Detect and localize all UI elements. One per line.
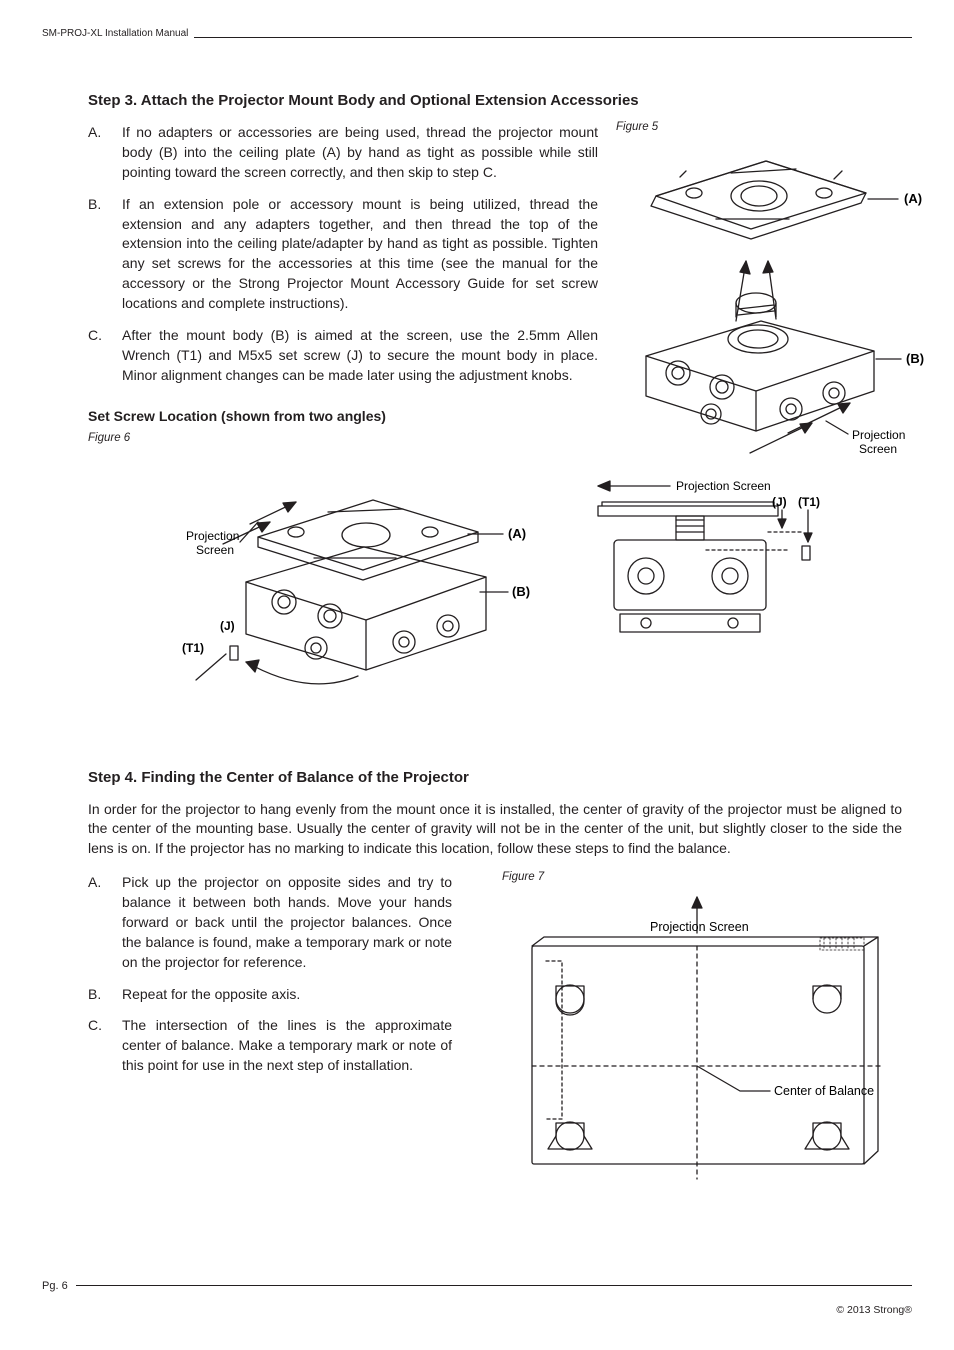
list-marker: B. <box>88 985 122 1005</box>
label-A: (A) <box>904 191 922 206</box>
list-marker: C. <box>88 1016 122 1076</box>
list-text: If no adapters or accessories are being … <box>122 123 598 183</box>
list-item: B.Repeat for the opposite axis. <box>88 985 452 1005</box>
header-title: SM-PROJ-XL Installation Manual <box>42 28 194 42</box>
figure7-caption: Figure 7 <box>502 871 902 883</box>
label-ps1a: Projection <box>186 529 239 543</box>
figure5-caption: Figure 5 <box>616 121 926 133</box>
label-J6: (J) <box>220 619 235 633</box>
list-marker: C. <box>88 326 122 386</box>
label-B: (B) <box>906 351 924 366</box>
list-text: The intersection of the lines is the app… <box>122 1016 452 1076</box>
label-B6: (B) <box>512 584 530 599</box>
figure5-svg: (A) (B) Projection Screen <box>616 141 926 461</box>
step-3: Step 3. Attach the Projector Mount Body … <box>88 92 902 717</box>
step4-heading: Step 4. Finding the Center of Balance of… <box>88 769 902 786</box>
list-marker: B. <box>88 195 122 314</box>
page-content: Step 3. Attach the Projector Mount Body … <box>42 44 912 1186</box>
label-T162: (T1) <box>798 495 820 509</box>
list-item: A.If no adapters or accessories are bein… <box>88 123 598 183</box>
list-text: If an extension pole or accessory mount … <box>122 195 598 314</box>
list-text: Repeat for the opposite axis. <box>122 985 452 1005</box>
label-A6: (A) <box>508 526 526 541</box>
label-proj: Projection <box>852 428 905 442</box>
list-text: After the mount body (B) is aimed at the… <box>122 326 598 386</box>
figure6-caption: Figure 6 <box>88 432 598 444</box>
label-ps2: Projection Screen <box>676 479 771 493</box>
list-item: C.After the mount body (B) is aimed at t… <box>88 326 598 386</box>
page-footer: Pg. 6 <box>42 1278 912 1292</box>
list-item: B.If an extension pole or accessory moun… <box>88 195 598 314</box>
figure-7: Figure 7 <box>502 871 902 1186</box>
step4-intro: In order for the projector to hang evenl… <box>88 800 902 860</box>
figure6-svg: Projection Screen (A) (B) (J) (T1) Proje… <box>128 462 828 712</box>
list-marker: A. <box>88 873 122 972</box>
header-rule <box>194 37 912 38</box>
page-number: Pg. 6 <box>42 1278 76 1292</box>
figure7-svg: Projection Screen Center of Balance <box>502 891 902 1181</box>
step3-heading: Step 3. Attach the Projector Mount Body … <box>88 92 902 109</box>
label-J62: (J) <box>772 495 787 509</box>
label-ps7: Projection Screen <box>650 920 749 934</box>
label-cob: Center of Balance <box>774 1084 874 1098</box>
label-T16: (T1) <box>182 641 204 655</box>
set-screw-subheading: Set Screw Location (shown from two angle… <box>88 408 598 424</box>
figure-6: Projection Screen (A) (B) (J) (T1) Proje… <box>128 462 902 717</box>
list-marker: A. <box>88 123 122 183</box>
step4-list: A.Pick up the projector on opposite side… <box>88 873 452 1076</box>
list-text: Pick up the projector on opposite sides … <box>122 873 452 972</box>
page-header: SM-PROJ-XL Installation Manual <box>42 28 912 42</box>
figure-5: Figure 5 <box>616 121 926 466</box>
step3-list: A.If no adapters or accessories are bein… <box>88 123 598 386</box>
list-item: A.Pick up the projector on opposite side… <box>88 873 452 972</box>
label-ps1b: Screen <box>196 543 234 557</box>
step-4: Step 4. Finding the Center of Balance of… <box>88 769 902 1187</box>
list-item: C.The intersection of the lines is the a… <box>88 1016 452 1076</box>
label-screen: Screen <box>859 442 897 456</box>
copyright: © 2013 Strong® <box>836 1304 912 1316</box>
footer-rule <box>76 1285 912 1286</box>
